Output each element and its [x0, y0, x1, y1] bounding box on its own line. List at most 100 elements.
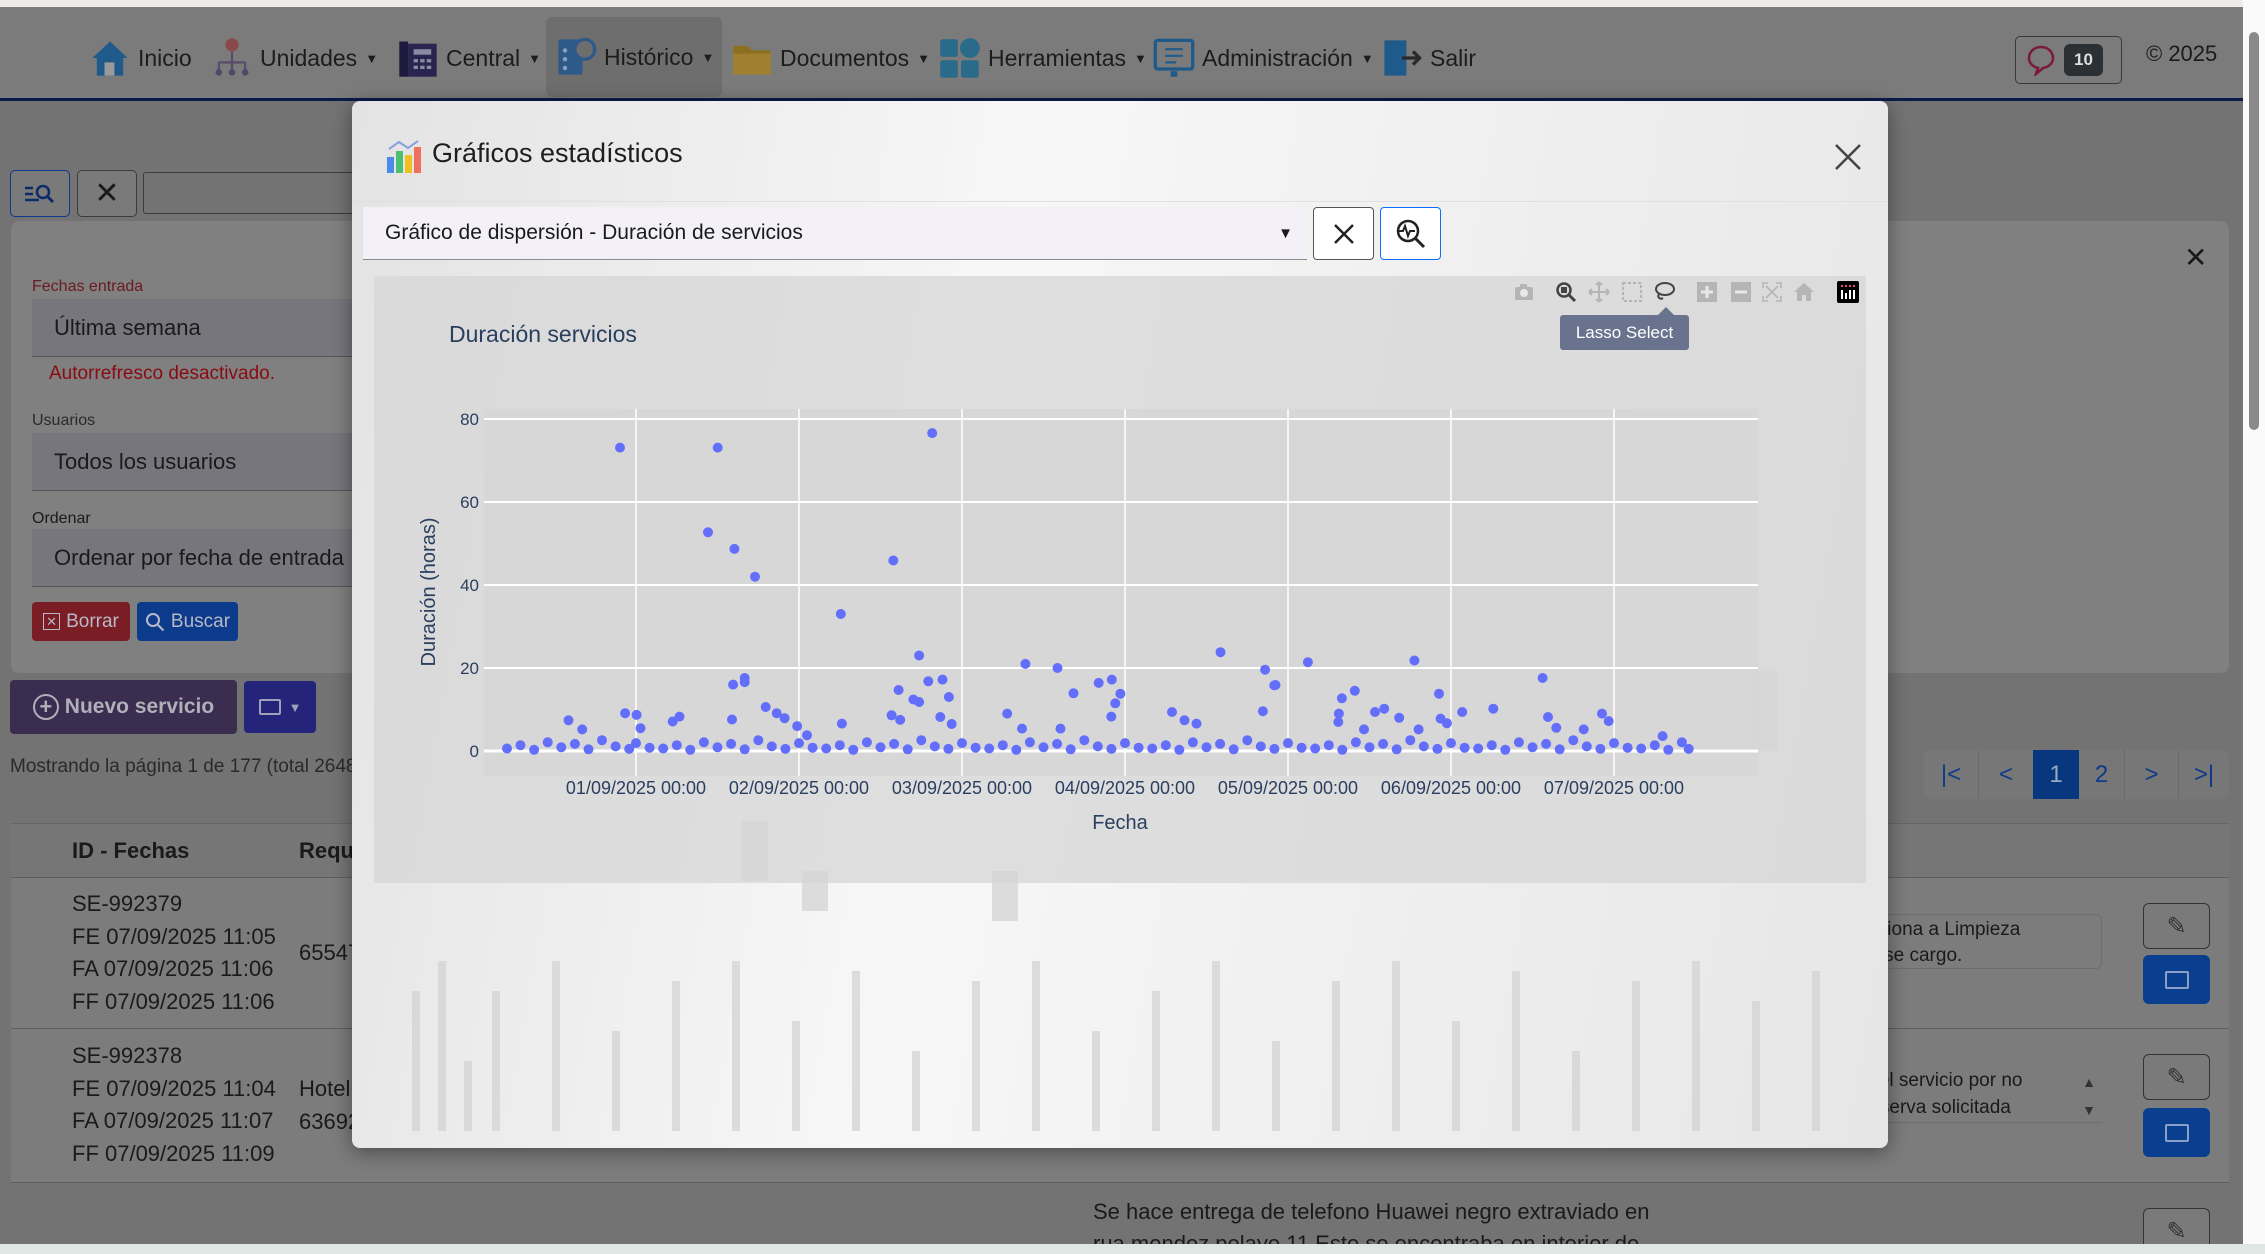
scatter-point[interactable]	[984, 743, 995, 754]
scatter-point[interactable]	[1106, 743, 1117, 754]
scatter-point[interactable]	[1333, 717, 1344, 727]
scatter-point[interactable]	[542, 737, 553, 748]
nav-salir[interactable]: Salir	[1380, 27, 1476, 89]
scatter-point[interactable]	[1409, 655, 1420, 666]
scatter-point[interactable]	[671, 740, 682, 751]
scatter-point[interactable]	[1609, 738, 1619, 749]
view-options-dropdown[interactable]: ▼	[244, 681, 316, 733]
scroll-up-icon[interactable]: ▲	[2082, 1074, 2096, 1090]
scatter-point[interactable]	[970, 742, 981, 753]
scatter-point[interactable]	[1413, 724, 1424, 735]
scatter-point[interactable]	[556, 742, 567, 753]
scatter-point[interactable]	[563, 715, 574, 726]
scatter-point[interactable]	[1065, 744, 1076, 755]
scatter-point[interactable]	[1055, 723, 1066, 734]
scatter-point[interactable]	[1337, 744, 1348, 755]
scatter-point[interactable]	[1147, 743, 1158, 754]
scatter-point[interactable]	[895, 714, 906, 725]
scatter-point[interactable]	[937, 674, 948, 685]
scatter-point[interactable]	[1115, 688, 1126, 699]
scatter-point[interactable]	[1578, 724, 1589, 735]
scatter-point[interactable]	[1167, 707, 1177, 717]
first-page-button[interactable]: |<	[1924, 750, 1978, 799]
scatter-point[interactable]	[771, 708, 782, 719]
scatter-point[interactable]	[1568, 735, 1579, 746]
scatter-point[interactable]	[766, 741, 777, 752]
nav-administracion[interactable]: Administración ▼	[1152, 27, 1374, 89]
nav-herramientas[interactable]: Herramientas ▼	[938, 27, 1147, 89]
scatter-point[interactable]	[1500, 744, 1511, 755]
scatter-point[interactable]	[685, 744, 696, 755]
scatter-point[interactable]	[1581, 741, 1592, 752]
scatter-point[interactable]	[916, 735, 927, 746]
scatter-point[interactable]	[1649, 740, 1660, 751]
scatter-point[interactable]	[1215, 738, 1226, 749]
pan-icon[interactable]	[1588, 281, 1610, 303]
scatter-point[interactable]	[1187, 737, 1198, 748]
next-page-button[interactable]: >	[2124, 750, 2178, 799]
scatter-point[interactable]	[1260, 664, 1271, 675]
scatter-point[interactable]	[780, 743, 791, 754]
scatter-point[interactable]	[502, 743, 512, 754]
scatter-point[interactable]	[667, 716, 678, 727]
scatter-point[interactable]	[946, 719, 957, 729]
prev-page-button[interactable]: <	[1978, 750, 2033, 799]
scatter-point[interactable]	[1595, 743, 1606, 754]
page-1-button[interactable]: 1	[2033, 750, 2079, 799]
scatter-point[interactable]	[1537, 673, 1548, 683]
scatter-point[interactable]	[739, 744, 750, 755]
scatter-point[interactable]	[1093, 677, 1104, 688]
ordenar-select[interactable]: Ordenar por fecha de entrada	[32, 529, 372, 587]
scatter-point[interactable]	[927, 428, 938, 439]
scatter-point[interactable]	[886, 710, 897, 721]
zoom-icon[interactable]	[1556, 282, 1577, 303]
scatter-point[interactable]	[1379, 703, 1390, 714]
scatter-point[interactable]	[1242, 735, 1253, 746]
detail-button[interactable]	[2143, 955, 2210, 1004]
scatter-point[interactable]	[1106, 711, 1117, 722]
scatter-point[interactable]	[1446, 738, 1456, 749]
scatter-point[interactable]	[1418, 741, 1429, 752]
scatter-point[interactable]	[1215, 647, 1226, 658]
scatter-point[interactable]	[1657, 731, 1668, 742]
scatter-point[interactable]	[1391, 744, 1402, 755]
scatter-point[interactable]	[597, 735, 607, 746]
scatter-point[interactable]	[1310, 743, 1321, 754]
scatter-point[interactable]	[615, 442, 625, 453]
scatter-point[interactable]	[1011, 744, 1022, 755]
scatter-point[interactable]	[1174, 744, 1185, 755]
scatter-point[interactable]	[1527, 742, 1538, 753]
scatter-point[interactable]	[1079, 735, 1090, 746]
scatter-point[interactable]	[1434, 688, 1444, 699]
scatter-point[interactable]	[861, 737, 872, 748]
scatter-point[interactable]	[1302, 657, 1313, 668]
scatter-point[interactable]	[1513, 737, 1524, 748]
scatter-point[interactable]	[1092, 741, 1103, 752]
nav-central[interactable]: Central ▼	[396, 27, 541, 89]
scatter-point[interactable]	[1160, 740, 1171, 751]
scatter-point[interactable]	[1020, 658, 1031, 669]
nav-historico[interactable]: Histórico ▼	[546, 17, 723, 97]
scatter-point[interactable]	[792, 721, 803, 732]
scatter-point[interactable]	[698, 737, 709, 748]
scatter-point[interactable]	[1283, 738, 1293, 749]
scatter-point[interactable]	[1333, 708, 1344, 719]
scatter-point[interactable]	[1622, 742, 1633, 753]
scatter-point[interactable]	[1017, 723, 1027, 734]
scatter-point[interactable]	[1350, 737, 1361, 748]
scatter-point[interactable]	[1554, 744, 1565, 755]
scatter-point[interactable]	[835, 609, 846, 619]
edit-button[interactable]: ✎	[2143, 903, 2210, 949]
scatter-point[interactable]	[1441, 718, 1452, 729]
scatter-point[interactable]	[1370, 707, 1380, 717]
scatter-point[interactable]	[836, 718, 847, 729]
scatter-point[interactable]	[923, 676, 934, 687]
scatter-point[interactable]	[1394, 712, 1405, 723]
scatter-point[interactable]	[1349, 685, 1360, 696]
page-2-button[interactable]: 2	[2079, 750, 2124, 799]
scroll-down-icon[interactable]: ▼	[2082, 1102, 2096, 1118]
nav-documentos[interactable]: Documentos ▼	[730, 27, 930, 89]
scatter-point[interactable]	[914, 650, 925, 661]
scatter-point[interactable]	[1052, 738, 1063, 749]
